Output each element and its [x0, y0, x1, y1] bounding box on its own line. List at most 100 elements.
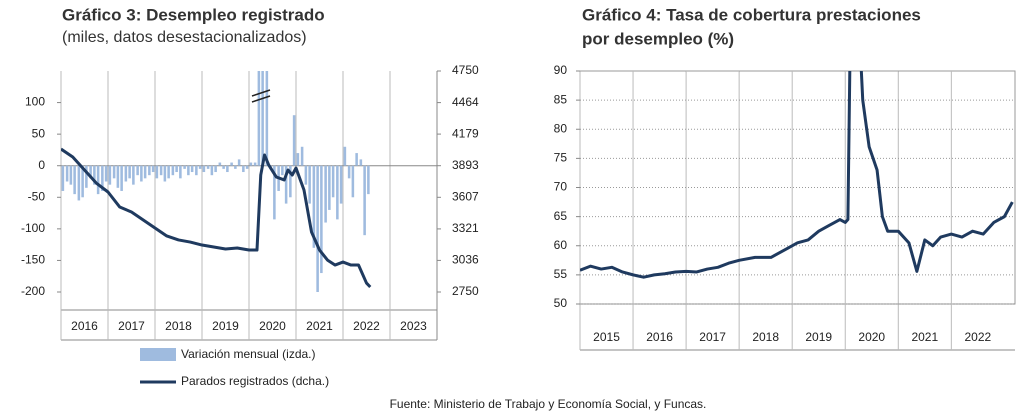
y-tick-label: 50: [554, 296, 568, 310]
bar: [187, 165, 190, 176]
bar: [312, 165, 316, 248]
bar: [93, 165, 96, 185]
x-tick-label: 2017: [118, 319, 145, 333]
bar: [69, 165, 73, 185]
x-tick-label: 2017: [699, 330, 726, 344]
bar: [155, 165, 159, 179]
chart-subtitle: (miles, datos desestacionalizados): [62, 29, 307, 46]
bar: [237, 159, 241, 166]
bar: [73, 165, 76, 195]
legend-label: Parados registrados (dcha.): [181, 374, 329, 388]
bar: [148, 165, 151, 176]
bar: [171, 165, 175, 176]
x-tick-label: 2016: [646, 330, 673, 344]
bar: [175, 165, 178, 173]
bar: [347, 165, 351, 179]
y-tick-label: 80: [554, 121, 568, 135]
x-tick-label: 2015: [593, 330, 620, 344]
bar: [77, 165, 81, 201]
y2-tick-label: 4464: [452, 95, 479, 109]
line: [61, 147, 372, 289]
bar: [218, 162, 222, 166]
y-tick-label: -200: [21, 284, 45, 298]
y-tick-label: -50: [28, 189, 46, 203]
bar: [296, 153, 300, 166]
bar: [292, 115, 296, 166]
chart-title: Gráfico 3: Desempleo registrado: [62, 5, 325, 24]
x-tick-label: 2020: [259, 319, 286, 333]
bar: [108, 165, 112, 185]
bar: [331, 165, 335, 198]
bar: [336, 165, 339, 220]
source: Fuente: Ministerio de Trabajo y Economía…: [390, 397, 707, 411]
bar: [210, 165, 214, 176]
bar: [265, 71, 269, 166]
x-tick-label: 2016: [71, 319, 98, 333]
y2-tick-label: 2750: [452, 284, 479, 298]
bar: [257, 71, 261, 166]
bar: [140, 165, 143, 182]
bar: [116, 165, 120, 188]
bar: [226, 165, 229, 173]
bar: [151, 165, 155, 173]
bar: [289, 165, 292, 198]
y2-tick-label: 3321: [452, 221, 479, 235]
bar: [245, 165, 249, 169]
y-tick-label: 65: [554, 209, 568, 223]
y-tick-label: 60: [554, 238, 568, 252]
y-tick-label: 85: [554, 92, 568, 106]
bar: [61, 165, 65, 191]
bar: [328, 165, 331, 210]
bar: [104, 165, 108, 182]
bar: [183, 165, 186, 169]
x-tick-label: 2020: [858, 330, 885, 344]
y-tick-label: 50: [32, 126, 46, 140]
line: [580, 71, 1014, 279]
x-tick-label: 2023: [400, 319, 427, 333]
x-tick-label: 2018: [752, 330, 779, 344]
bar: [124, 165, 128, 182]
bar: [159, 165, 163, 176]
chart-title: por desempleo (%): [582, 29, 734, 48]
y2-tick-label: 3893: [452, 158, 479, 172]
bar: [367, 165, 370, 195]
bar: [300, 146, 304, 166]
x-tick-label: 2022: [353, 319, 380, 333]
bar: [242, 165, 245, 173]
bar: [163, 165, 167, 182]
y-tick-label: 55: [554, 267, 568, 281]
y-tick-label: 75: [554, 151, 568, 165]
bar: [85, 165, 88, 188]
bar: [359, 159, 363, 166]
bar: [190, 165, 194, 173]
bar: [65, 165, 69, 182]
bar: [101, 165, 104, 191]
bar: [316, 165, 319, 292]
bar: [195, 165, 198, 176]
x-tick-label: 2022: [965, 330, 992, 344]
y-tick-label: 0: [38, 158, 45, 172]
bar: [96, 165, 100, 195]
x-tick-label: 2021: [306, 319, 333, 333]
legend-label: Variación mensual (izda.): [181, 347, 316, 361]
y2-tick-label: 3036: [452, 253, 479, 267]
bar: [343, 146, 347, 166]
bar: [261, 71, 264, 166]
y-tick-label: 90: [554, 63, 568, 77]
x-tick-label: 2021: [911, 330, 938, 344]
bar: [230, 162, 233, 166]
y2-tick-label: 4179: [452, 126, 479, 140]
bar: [222, 165, 225, 169]
y-tick-label: -100: [21, 221, 45, 235]
bar: [89, 165, 92, 179]
bar: [234, 165, 237, 169]
bar: [249, 162, 253, 166]
bar: [324, 165, 327, 223]
break-mark: [251, 89, 271, 97]
y2-tick-label: 3607: [452, 189, 479, 203]
chart-title: Gráfico 4: Tasa de cobertura prestacione…: [582, 5, 921, 24]
x-tick-label: 2019: [212, 319, 239, 333]
break-mark: [251, 95, 271, 103]
bar: [351, 165, 355, 198]
